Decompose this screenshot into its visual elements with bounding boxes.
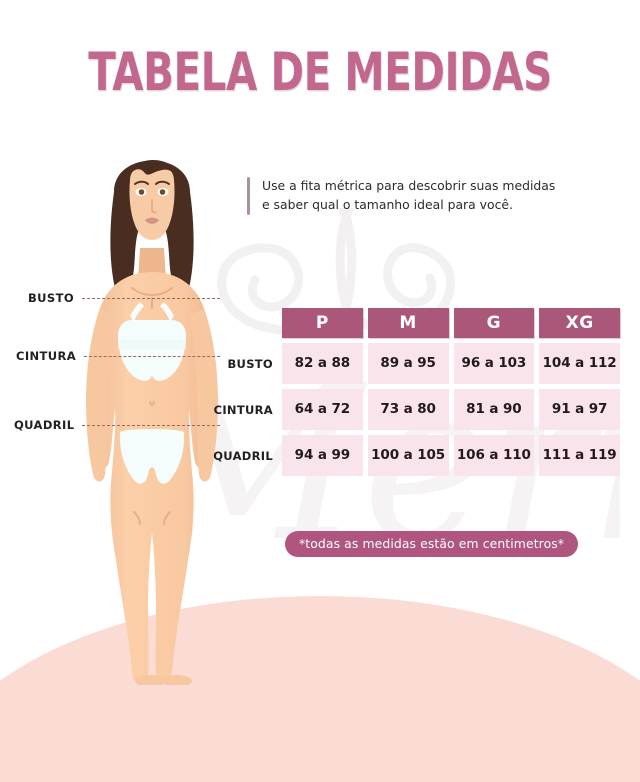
woman-figure-illustration [52,140,252,687]
cell-cintura-m: 73 a 80 [367,389,449,430]
cell-cintura-g: 81 a 90 [453,389,535,430]
cell-busto-p: 82 a 88 [282,343,363,384]
column-header-m: M [367,308,449,338]
cell-busto-xg: 104 a 112 [539,343,620,384]
column-header-g: G [453,308,535,338]
cell-quadril-g: 106 a 110 [453,435,535,476]
units-note-badge: *todas as medidas estão em centimetros* [285,531,579,557]
cell-quadril-xg: 111 a 119 [539,435,620,476]
table-row: BUSTO 82 a 88 89 a 95 96 a 103 104 a 112 [220,343,620,384]
guide-busto-label: BUSTO [28,291,75,305]
row-label-quadril: QUADRIL [213,448,273,463]
cell-cintura-p: 64 a 72 [282,389,363,430]
cell-quadril-p: 94 a 99 [282,435,363,476]
guide-quadril-dashed-line [82,424,220,426]
table-header-row: P M G XG [220,308,620,338]
row-label-busto: BUSTO [227,356,273,371]
guide-busto-dashed-line [82,297,220,299]
cell-cintura-xg: 91 a 97 [539,389,620,430]
guide-cintura-dashed-line [84,355,220,357]
guide-cintura: CINTURA [16,348,220,364]
guide-cintura-label: CINTURA [16,349,77,363]
guide-quadril: QUADRIL [14,417,220,433]
row-label-cintura: CINTURA [213,402,273,417]
instruction-line-1: Use a fita métrica para descobrir suas m… [262,178,556,193]
instruction-text: Use a fita métrica para descobrir suas m… [262,177,555,215]
accent-bar [247,177,250,215]
cell-quadril-m: 100 a 105 [367,435,449,476]
page-title: TABELA DE MEDIDAS [88,42,552,104]
column-header-p: P [282,308,363,338]
measurements-table: P M G XG BUSTO 82 a 88 89 a 95 96 a 103 … [213,308,620,476]
table-row: QUADRIL 94 a 99 100 a 105 106 a 110 111 … [213,435,620,476]
column-header-xg: XG [539,308,620,338]
cell-busto-m: 89 a 95 [367,343,449,384]
table-row: CINTURA 64 a 72 73 a 80 81 a 90 91 a 97 [213,389,620,430]
instruction-line-2: e saber qual o tamanho ideal para você. [262,196,513,212]
guide-busto: BUSTO [28,290,220,306]
guide-quadril-label: QUADRIL [14,418,75,432]
table-corner-cell [220,308,282,338]
instruction-block: Use a fita métrica para descobrir suas m… [247,177,612,215]
cell-busto-g: 96 a 103 [453,343,535,384]
